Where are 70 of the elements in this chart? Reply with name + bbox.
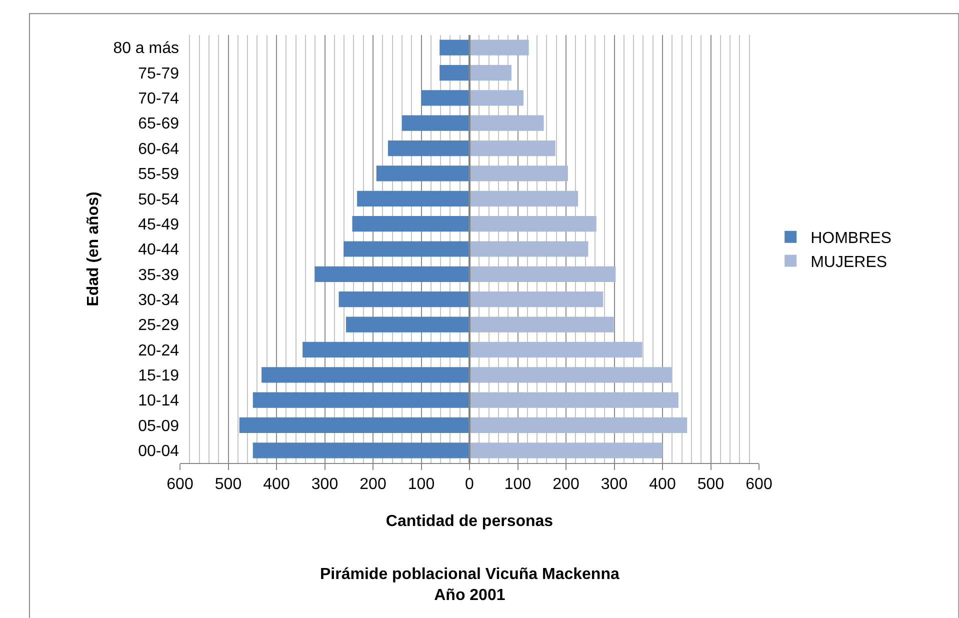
x-tick-label: 400 bbox=[263, 476, 290, 494]
bar bbox=[470, 292, 604, 308]
y-tick-label: 55-59 bbox=[138, 166, 180, 184]
bar bbox=[470, 190, 578, 206]
bar bbox=[302, 342, 470, 358]
bar bbox=[470, 266, 616, 282]
x-tick-label: 300 bbox=[600, 476, 628, 494]
bar bbox=[352, 216, 470, 232]
y-tick-label: 30-34 bbox=[138, 292, 180, 309]
x-tick-label: 200 bbox=[552, 476, 580, 494]
bar bbox=[338, 292, 470, 308]
y-tick-label: 60-64 bbox=[138, 140, 180, 158]
x-tick-label: 600 bbox=[746, 476, 772, 494]
bar bbox=[470, 40, 529, 56]
bar bbox=[388, 140, 470, 156]
text: Año 2001 bbox=[434, 586, 506, 604]
bar bbox=[470, 115, 544, 131]
bar bbox=[470, 417, 688, 434]
bar bbox=[470, 216, 596, 232]
y-tick-label: 75-79 bbox=[138, 65, 180, 82]
bar bbox=[239, 417, 470, 434]
x-tick-label: 200 bbox=[360, 476, 386, 494]
x-tick-label: 500 bbox=[697, 476, 724, 494]
y-tick-label: 35-39 bbox=[138, 266, 180, 284]
y-tick-label: 80 a más bbox=[113, 40, 179, 58]
x-axis-title: Cantidad de personas bbox=[386, 512, 554, 530]
y-tick-label: 05-09 bbox=[138, 418, 180, 435]
bar bbox=[470, 166, 568, 182]
bar bbox=[470, 90, 524, 106]
y-tick-label: 15-19 bbox=[138, 367, 180, 384]
x-tick-label: 600 bbox=[166, 476, 194, 494]
bar bbox=[470, 392, 678, 408]
text: Pirámide poblacional Vicuña Mackenna bbox=[320, 566, 620, 583]
y-tick-label: 40-44 bbox=[138, 242, 180, 259]
bar bbox=[470, 140, 556, 156]
legend-label: MUJERES bbox=[810, 254, 888, 271]
bar bbox=[470, 64, 512, 81]
bar bbox=[470, 241, 588, 257]
bar bbox=[440, 40, 470, 56]
x-tick-label: 100 bbox=[504, 476, 532, 494]
y-tick-label: 00-04 bbox=[138, 443, 180, 460]
x-tick-label: 300 bbox=[311, 476, 338, 494]
bar bbox=[357, 190, 470, 206]
bar bbox=[421, 90, 470, 106]
y-tick-label: 50-54 bbox=[138, 191, 180, 208]
y-tick-label: 65-69 bbox=[138, 116, 180, 133]
bar bbox=[470, 442, 662, 458]
y-axis-title: Edad (en años) bbox=[85, 192, 102, 306]
bar bbox=[344, 241, 470, 257]
y-tick-label: 20-24 bbox=[138, 342, 180, 360]
y-tick-label: 45-49 bbox=[138, 216, 180, 234]
bar bbox=[440, 64, 470, 81]
bar bbox=[470, 342, 642, 358]
legend-label: HOMBRES bbox=[810, 230, 892, 248]
y-tick-label: 10-14 bbox=[138, 392, 180, 410]
x-tick-label: 500 bbox=[214, 476, 242, 494]
y-tick-label: 70-74 bbox=[138, 90, 180, 108]
bar bbox=[252, 442, 470, 458]
bar bbox=[314, 266, 470, 282]
bar bbox=[252, 392, 470, 408]
bar bbox=[346, 316, 470, 332]
bar bbox=[402, 115, 470, 131]
bar bbox=[470, 367, 672, 383]
bar bbox=[262, 367, 470, 383]
bar bbox=[376, 166, 470, 182]
x-tick-label: 100 bbox=[408, 476, 435, 494]
x-tick-label: 400 bbox=[649, 476, 676, 494]
y-tick-label: 25-29 bbox=[138, 317, 180, 334]
x-tick-label: 0 bbox=[465, 476, 474, 494]
bar bbox=[470, 316, 614, 332]
